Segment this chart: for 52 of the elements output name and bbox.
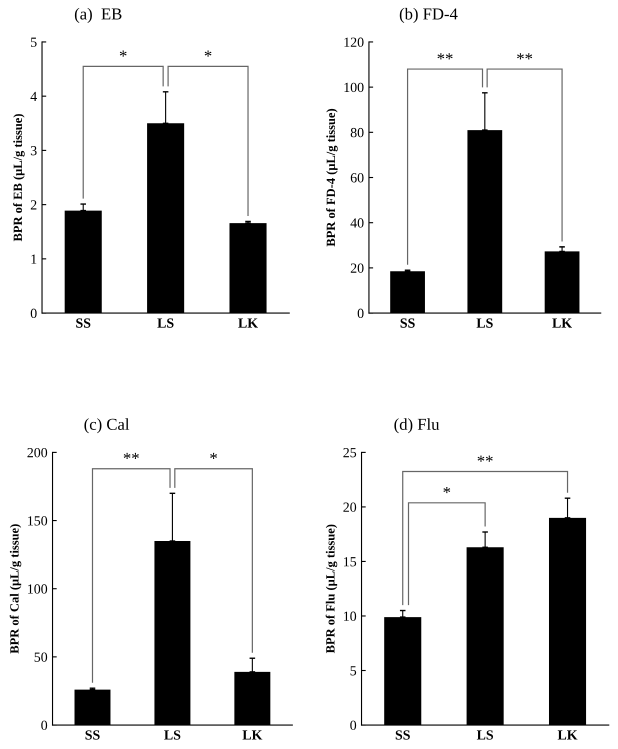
y-tick-label: 1 xyxy=(31,254,36,264)
y-tick-label: 20 xyxy=(350,263,364,273)
y-tick-label: 3 xyxy=(30,146,37,156)
y-tick-label: 10 xyxy=(344,612,356,621)
y-tick-label: 200 xyxy=(27,448,48,458)
y-tick-label: 40 xyxy=(350,218,364,228)
x-tick-label: SS xyxy=(76,318,90,328)
x-tick-label: LS xyxy=(164,730,180,740)
chart-title: (c) Cal xyxy=(84,418,130,434)
y-tick-label: 0 xyxy=(41,720,48,730)
annotation: * xyxy=(204,50,212,57)
y-tick-label: 2 xyxy=(30,200,36,210)
x-tick-label: SS xyxy=(396,730,410,740)
y-tick-label: 25 xyxy=(343,448,356,458)
annotation: * xyxy=(443,487,450,494)
x-tick-label: LK xyxy=(558,730,578,740)
y-tick-label: 0 xyxy=(30,308,37,318)
y-tick-label: 60 xyxy=(350,173,364,182)
x-tick-label: LS xyxy=(157,318,174,328)
annotation: ** xyxy=(438,53,453,60)
y-tick-label: 100 xyxy=(344,82,364,92)
x-tick-label: SS xyxy=(86,730,100,740)
x-tick-label: SS xyxy=(400,318,415,328)
y-tick-label: 150 xyxy=(28,516,48,526)
y-tick-label: 5 xyxy=(350,666,356,676)
annotation: ** xyxy=(124,452,139,460)
y-tick-label: 0 xyxy=(350,720,356,730)
y-tick-label: 20 xyxy=(343,502,356,512)
annotation: * xyxy=(120,50,127,57)
y-axis-title: BPR of Flu (μL/g tissue) xyxy=(326,524,338,654)
y-tick-label: 100 xyxy=(28,584,48,594)
chart-title: (b) FD-4 xyxy=(400,8,458,23)
annotation: ** xyxy=(517,53,532,60)
y-tick-label: 15 xyxy=(344,557,356,566)
x-tick-label: LS xyxy=(476,318,493,328)
annotation: * xyxy=(210,452,217,460)
y-tick-label: 4 xyxy=(30,92,37,101)
y-tick-label: 50 xyxy=(34,652,48,662)
x-tick-label: LK xyxy=(242,730,262,740)
y-axis-title: BPR of FD-4 (μL/g tissue) xyxy=(326,108,338,246)
x-tick-label: LK xyxy=(238,318,258,328)
x-tick-label: LK xyxy=(552,318,572,328)
y-tick-label: 0 xyxy=(358,308,364,318)
x-tick-label: LS xyxy=(476,730,494,740)
chart-title: (d) Flu xyxy=(394,418,440,434)
y-axis-title: BPR of Cal (μL/g tissue) xyxy=(10,524,22,654)
y-tick-label: 80 xyxy=(350,128,364,138)
y-axis-title: BPR of EB (μL/g tissue) xyxy=(13,114,25,242)
chart-title: (a) EB xyxy=(74,8,122,23)
y-tick-label: 5 xyxy=(31,38,37,47)
y-tick-label: 120 xyxy=(344,38,364,47)
annotation: ** xyxy=(478,456,493,462)
